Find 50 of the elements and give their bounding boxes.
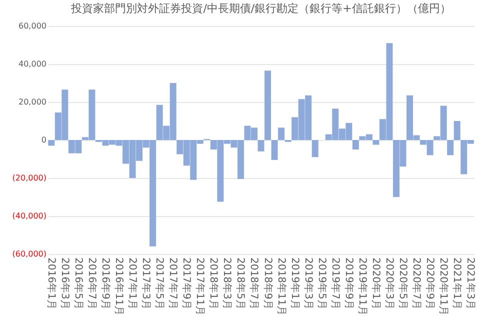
x-tick-label: 2016年1月	[45, 258, 58, 310]
x-tick-label: 2018年3月	[221, 258, 234, 310]
x-tick-label: 2017年3月	[140, 258, 152, 310]
bar	[48, 140, 55, 146]
x-tick-label: 2017年5月	[154, 258, 166, 310]
y-tick-label: 40,000	[18, 60, 46, 68]
y-tick-label: 20,000	[18, 98, 46, 106]
y-tick-label: (40,000)	[12, 212, 46, 220]
x-tick-label: 2017年9月	[180, 258, 193, 310]
x-tick-label: 2020年3月	[383, 258, 396, 310]
x-tick-label: 2018年1月	[208, 258, 220, 310]
x-tick-label: 2018年5月	[234, 258, 247, 310]
x-tick-label: 2018年11月	[275, 258, 288, 316]
chart-title: 投資家部門別対外証券投資/中長期債/銀行勘定（銀行等+信託銀行）（億円）	[70, 2, 451, 15]
bar	[454, 121, 460, 140]
bar	[352, 140, 359, 150]
x-tick-label: 2017年1月	[126, 258, 139, 310]
x-tick-label: 2018年9月	[262, 258, 274, 310]
x-tick-label: 2017年7月	[167, 258, 180, 310]
bar	[312, 140, 318, 158]
x-tick-label: 2016年3月	[58, 258, 71, 310]
bar	[372, 140, 380, 145]
bar	[264, 70, 272, 140]
x-tick-label: 2020年1月	[370, 258, 382, 310]
y-tick-label: 60,000	[18, 22, 46, 30]
x-tick-label: 2019年9月	[342, 258, 355, 310]
x-tick-label: 2016年11月	[113, 258, 125, 316]
x-tick-label: 2021年3月	[464, 258, 477, 310]
bar	[271, 140, 278, 160]
x-tick-label: 2016年5月	[72, 258, 84, 310]
x-tick-label: 2020年11月	[438, 258, 450, 316]
y-tick-label: 0	[41, 136, 46, 144]
x-tick-label: 2019年11月	[356, 258, 368, 316]
y-tick-label: (20,000)	[12, 174, 46, 182]
x-tick-label: 2020年5月	[397, 258, 409, 310]
bar	[278, 128, 285, 140]
bar	[258, 140, 264, 152]
x-tick-label: 2016年7月	[86, 258, 98, 310]
x-tick-label: 2019年7月	[329, 258, 342, 310]
x-tick-label: 2016年9月	[99, 258, 112, 310]
x-tick-label: 2020年7月	[410, 258, 423, 310]
x-tick-label: 2021年1月	[451, 258, 464, 310]
bar	[447, 140, 454, 156]
y-tick-label: (60,000)	[12, 250, 46, 258]
x-tick-label: 2017年11月	[194, 258, 206, 316]
x-tick-label: 2020年9月	[424, 258, 436, 310]
x-tick-label: 2019年3月	[302, 258, 314, 310]
x-tick-label: 2018年7月	[248, 258, 260, 310]
x-tick-label: 2019年5月	[316, 258, 328, 310]
x-tick-label: 2019年1月	[288, 258, 301, 310]
